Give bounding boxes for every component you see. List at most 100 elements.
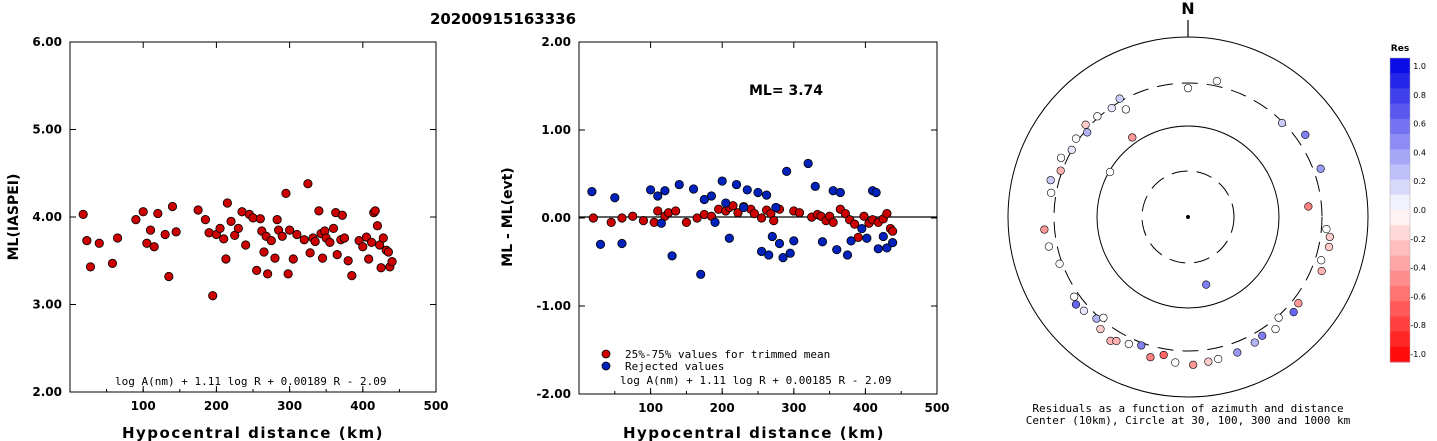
chart1-point: [281, 188, 291, 198]
polar-point: [1146, 353, 1155, 362]
polar-point: [1325, 232, 1334, 242]
chart2-point-trimmed: [859, 211, 869, 221]
colorbar-tick-label: 0.4: [1413, 148, 1426, 157]
colorbar-tick-label: 0.0: [1413, 206, 1426, 215]
colorbar-cell: [1390, 286, 1410, 302]
chart1-point: [255, 214, 265, 224]
chart2-point-trimmed: [769, 216, 779, 226]
chart2-point-rejected: [810, 181, 820, 191]
chart2-point-rejected: [645, 185, 656, 195]
polar-point: [1316, 164, 1325, 173]
chart1-point: [332, 250, 342, 260]
chart1-point: [347, 271, 357, 281]
chart1-point: [219, 234, 229, 244]
chart1-y-tick-label: 4.00: [32, 210, 62, 224]
chart1-point: [299, 235, 309, 245]
chart2-point-trimmed: [588, 213, 598, 223]
polar-point: [1055, 259, 1064, 268]
polar-point: [1067, 145, 1076, 154]
chart2-point-rejected: [660, 186, 670, 196]
colorbar-frame: [1389, 57, 1411, 363]
legend-label-rejected: Rejected values: [625, 360, 724, 373]
chart2-point-trimmed: [617, 213, 627, 223]
chart2-point-trimmed: [840, 209, 850, 219]
chart2-point-trimmed: [606, 217, 616, 227]
chart1-y-label: ML(IASPEI): [6, 174, 22, 261]
chart1-point: [272, 215, 282, 225]
chart1-point: [358, 242, 368, 252]
polar-point: [1289, 308, 1298, 317]
chart1-formula: log A(nm) + 1.11 log R + 0.00189 R - 2.0…: [115, 375, 387, 388]
chart1-point: [283, 269, 293, 279]
chart2-point-rejected: [789, 236, 799, 246]
chart1-point: [303, 179, 313, 189]
chart1-point: [337, 210, 347, 220]
chart1-point: [387, 257, 397, 267]
chart1-point: [314, 206, 324, 216]
colorbar-tick-label: 1.0: [1413, 62, 1426, 71]
polar-point: [1202, 280, 1211, 289]
chart1-point: [328, 223, 339, 233]
colorbar-cell: [1390, 73, 1410, 89]
chart2-point-rejected: [888, 238, 898, 248]
chart2-point-trimmed: [756, 213, 767, 223]
chart2-x-tick-label: 200: [710, 401, 735, 415]
colorbar-cell: [1390, 346, 1410, 363]
chart2-point-rejected: [871, 187, 881, 198]
chart2-point-rejected: [653, 191, 663, 201]
chart2-point-rejected: [882, 243, 892, 253]
chart1-point: [131, 215, 141, 225]
polar-point: [1301, 130, 1310, 139]
polar-point: [1071, 300, 1081, 309]
colorbar-cell: [1390, 179, 1410, 196]
colorbar-tick-label: 0.2: [1413, 177, 1426, 186]
chart1-x-tick-label: 100: [131, 399, 156, 413]
chart1-point: [94, 238, 104, 248]
chart2-point-rejected: [761, 190, 772, 200]
chart2-point-rejected: [767, 231, 777, 242]
chart1-point: [292, 229, 302, 240]
chart1-x-tick-label: 400: [350, 399, 375, 413]
polar-point: [1274, 313, 1283, 322]
chart2-point-rejected: [753, 187, 763, 198]
polar-point: [1099, 313, 1108, 322]
chart1-point: [277, 231, 287, 241]
chart1-y-tick-label: 3.00: [32, 298, 62, 312]
chart2-point-rejected: [610, 193, 620, 203]
colorbar-cell: [1390, 210, 1410, 226]
chart2-y-tick-label: 2.00: [541, 35, 571, 49]
polar-point: [1324, 242, 1334, 252]
polar-circle-100: [1096, 125, 1280, 309]
chart2-point-rejected: [724, 233, 734, 243]
chart1-point: [208, 291, 218, 301]
colorbar-cell: [1390, 134, 1410, 150]
polar-center-dot: [1186, 215, 1190, 219]
chart2-y-tick-label: -2.00: [536, 387, 571, 401]
colorbar-cell: [1390, 58, 1410, 74]
chart1-point: [375, 240, 385, 250]
chart1-point: [226, 216, 236, 226]
chart1-point: [376, 263, 386, 273]
chart2-point-rejected: [846, 236, 856, 246]
chart1-point: [343, 256, 353, 266]
chart1-point: [366, 237, 377, 247]
polar-point: [1128, 133, 1137, 142]
chart1-point: [222, 198, 232, 208]
legend-marker-trimmed: [601, 349, 611, 359]
chart1-point: [325, 237, 335, 247]
chart2-point-rejected: [739, 202, 749, 213]
chart2-point-trimmed: [794, 208, 805, 218]
polar-point: [1046, 176, 1055, 185]
chart2-point-rejected: [674, 179, 684, 190]
chart1-point: [339, 233, 350, 243]
chart2-point-rejected: [742, 185, 752, 195]
colorbar: Res 1.0 0.8 0.6 0.4 0.2 0.0 -0.2 -0.4 -0.6 -0.8 -1…: [1389, 44, 1426, 363]
colorbar-tick-label: -0.8: [1410, 321, 1426, 330]
chart2-point-rejected: [862, 233, 872, 243]
polar-point: [1212, 76, 1221, 86]
polar-point: [1317, 256, 1326, 265]
polar-point: [1250, 338, 1259, 347]
chart1-x-tick-label: 200: [204, 399, 229, 413]
chart1-point: [85, 262, 96, 272]
chart2-x-tick-label: 500: [924, 401, 949, 415]
